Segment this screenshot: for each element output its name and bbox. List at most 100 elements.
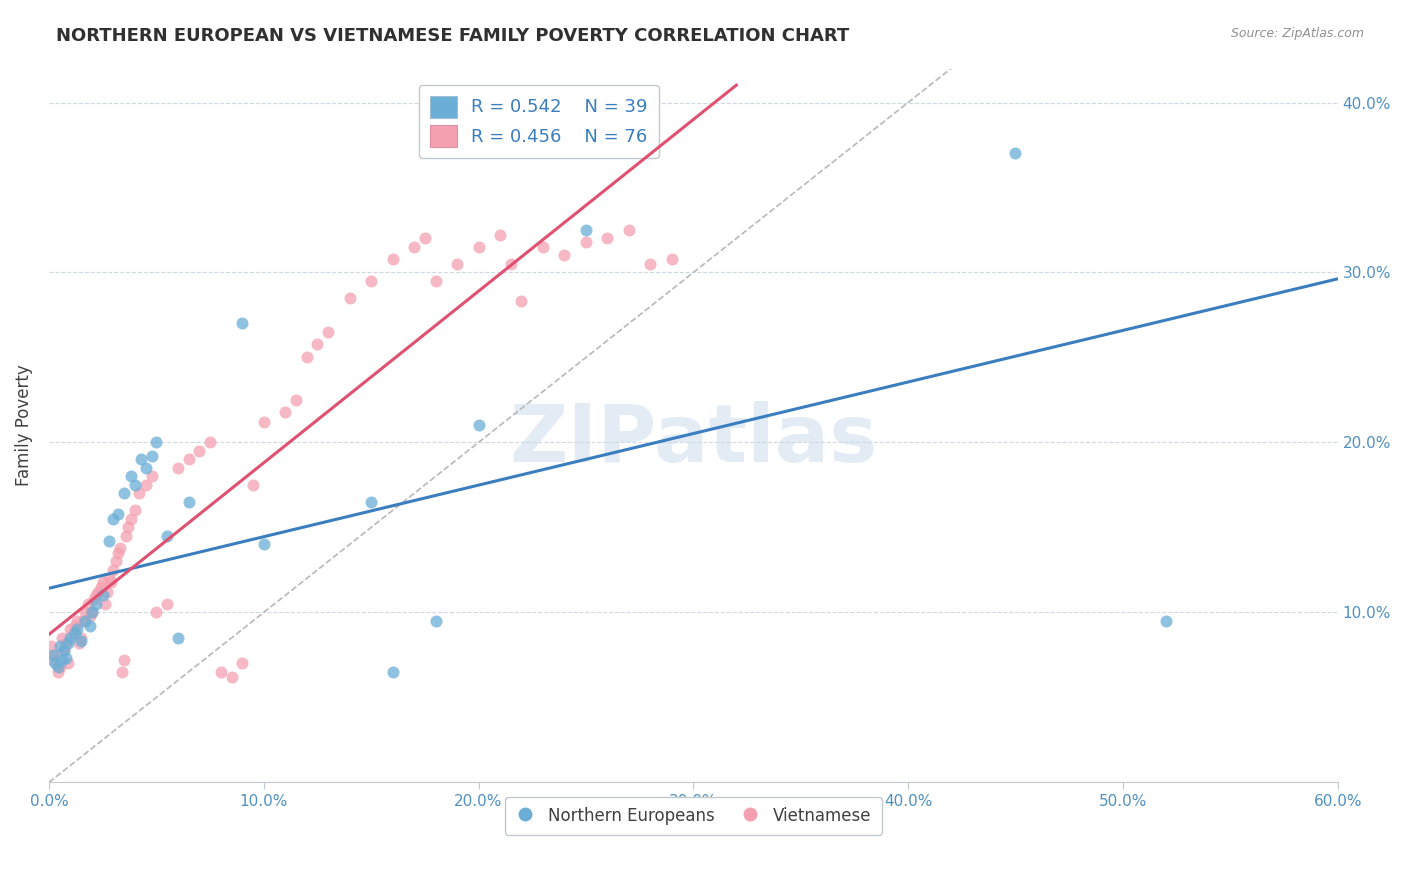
Point — [84, 597, 107, 611]
Point — [596, 231, 619, 245]
Point — [80, 606, 103, 620]
Point — [253, 415, 276, 429]
Point — [66, 623, 89, 637]
Point — [467, 240, 489, 254]
Point — [112, 653, 135, 667]
Point — [489, 228, 512, 243]
Point — [640, 257, 662, 271]
Point — [141, 469, 163, 483]
Point — [79, 619, 101, 633]
Point — [413, 231, 436, 245]
Point — [98, 534, 121, 549]
Point — [46, 660, 69, 674]
Point — [285, 392, 308, 407]
Point — [63, 625, 86, 640]
Point — [75, 606, 97, 620]
Point — [198, 435, 221, 450]
Point — [135, 478, 157, 492]
Point — [510, 294, 533, 309]
Point — [44, 657, 66, 671]
Point — [55, 651, 77, 665]
Point — [274, 405, 297, 419]
Point — [145, 606, 167, 620]
Point — [128, 486, 150, 500]
Point — [46, 665, 69, 679]
Point — [103, 563, 125, 577]
Point — [575, 223, 598, 237]
Point — [55, 636, 77, 650]
Point — [553, 248, 575, 262]
Point — [111, 665, 134, 679]
Text: NORTHERN EUROPEAN VS VIETNAMESE FAMILY POVERTY CORRELATION CHART: NORTHERN EUROPEAN VS VIETNAMESE FAMILY P… — [56, 27, 849, 45]
Point — [404, 240, 426, 254]
Point — [115, 529, 138, 543]
Point — [141, 449, 163, 463]
Point — [617, 223, 640, 237]
Point — [120, 512, 142, 526]
Point — [120, 469, 142, 483]
Point — [253, 537, 276, 551]
Point — [531, 240, 554, 254]
Point — [79, 608, 101, 623]
Point — [307, 336, 329, 351]
Point — [1154, 614, 1177, 628]
Point — [112, 486, 135, 500]
Point — [446, 257, 468, 271]
Point — [66, 614, 89, 628]
Point — [87, 585, 110, 599]
Point — [499, 257, 522, 271]
Point — [575, 235, 598, 249]
Point — [70, 634, 93, 648]
Point — [94, 597, 117, 611]
Point — [58, 636, 80, 650]
Point — [166, 461, 188, 475]
Point — [381, 665, 404, 679]
Point — [39, 640, 62, 654]
Point — [91, 588, 114, 602]
Point — [98, 571, 121, 585]
Point — [76, 597, 98, 611]
Point — [131, 452, 153, 467]
Point — [70, 631, 93, 645]
Point — [156, 529, 179, 543]
Point — [425, 614, 447, 628]
Point — [42, 653, 65, 667]
Point — [156, 597, 179, 611]
Point — [177, 495, 200, 509]
Point — [51, 631, 73, 645]
Point — [339, 291, 361, 305]
Point — [104, 554, 127, 568]
Legend: Northern Europeans, Vietnamese: Northern Europeans, Vietnamese — [505, 797, 882, 835]
Point — [661, 252, 683, 266]
Point — [145, 435, 167, 450]
Point — [188, 444, 211, 458]
Point — [177, 452, 200, 467]
Point — [72, 614, 94, 628]
Point — [117, 520, 139, 534]
Point — [58, 657, 80, 671]
Point — [231, 317, 253, 331]
Point — [103, 512, 125, 526]
Point — [75, 614, 97, 628]
Point — [53, 642, 76, 657]
Point — [124, 503, 146, 517]
Y-axis label: Family Poverty: Family Poverty — [15, 365, 32, 486]
Point — [62, 625, 84, 640]
Point — [80, 606, 103, 620]
Point — [467, 418, 489, 433]
Point — [83, 591, 105, 606]
Point — [107, 546, 129, 560]
Point — [67, 636, 90, 650]
Point — [295, 351, 318, 365]
Point — [89, 580, 111, 594]
Point — [53, 642, 76, 657]
Point — [44, 648, 66, 662]
Text: Source: ZipAtlas.com: Source: ZipAtlas.com — [1230, 27, 1364, 40]
Point — [360, 274, 382, 288]
Point — [63, 619, 86, 633]
Point — [48, 660, 70, 674]
Point — [59, 623, 82, 637]
Point — [166, 631, 188, 645]
Point — [51, 653, 73, 667]
Point — [1004, 146, 1026, 161]
